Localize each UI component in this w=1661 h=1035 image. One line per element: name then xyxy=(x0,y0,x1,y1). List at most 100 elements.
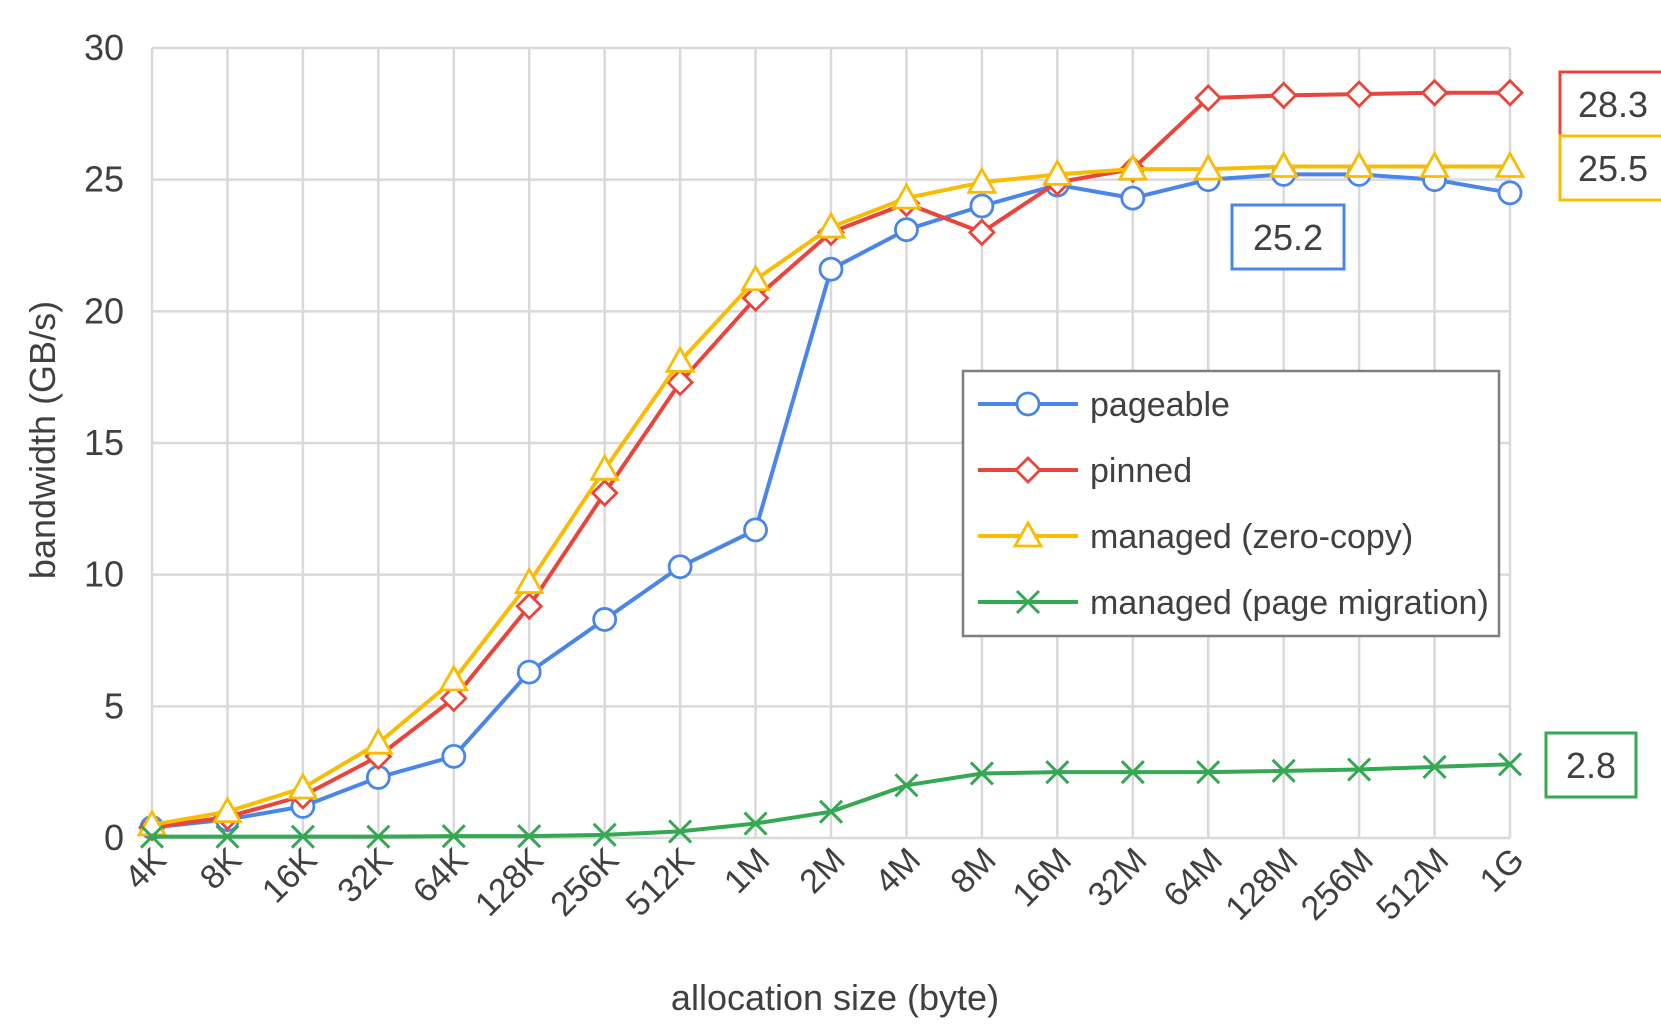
data-point xyxy=(1269,81,1298,110)
series-group xyxy=(136,78,1526,849)
x-tick-label: 8K xyxy=(193,841,250,898)
legend: pageable pinned managed (zero-copy) managed… xyxy=(961,369,1501,638)
data-point xyxy=(516,659,542,685)
callout-value: 28.3 xyxy=(1578,84,1648,125)
data-point xyxy=(592,822,617,847)
data-point xyxy=(290,824,315,849)
data-point xyxy=(215,824,240,849)
data-point xyxy=(287,772,319,800)
data-point xyxy=(1196,760,1221,785)
data-point xyxy=(894,773,919,798)
callout-box xyxy=(1230,203,1346,271)
x-axis-label: allocation size (byte) xyxy=(671,977,999,1018)
callout-value: 25.5 xyxy=(1578,148,1648,189)
data-point xyxy=(1420,78,1449,107)
x-tick-label: 2M xyxy=(792,841,852,901)
legend-label: managed (page migration) xyxy=(1090,584,1489,622)
legend-item: managed (zero-copy) xyxy=(978,518,1413,556)
data-point xyxy=(1194,84,1223,113)
x-tick-label: 1G xyxy=(1473,841,1532,900)
data-point xyxy=(1041,158,1073,186)
data-point xyxy=(894,217,919,243)
data-point xyxy=(1012,520,1044,548)
callout-box xyxy=(1558,70,1661,138)
y-tick-label: 20 xyxy=(84,290,124,331)
x-tick-label: 256K xyxy=(543,841,626,924)
callout-25-5: 25.5 xyxy=(1558,134,1661,202)
x-tick-label: 128K xyxy=(468,841,551,924)
data-point xyxy=(1045,760,1070,785)
data-point xyxy=(667,554,693,580)
callout-28-3: 28.3 xyxy=(1558,70,1661,138)
data-point xyxy=(891,182,922,210)
data-point xyxy=(1497,752,1523,777)
x-tick-label: 4M xyxy=(868,841,928,901)
x-tick-label: 1M xyxy=(717,841,777,901)
y-tick-label: 5 xyxy=(104,685,124,726)
data-point xyxy=(139,824,165,849)
x-tick-label: 128M xyxy=(1218,841,1305,928)
y-tick-label: 10 xyxy=(84,554,124,595)
data-point xyxy=(969,193,995,219)
x-tick-label: 512K xyxy=(619,841,702,924)
legend-item: managed (page migration) xyxy=(978,584,1489,622)
value-callouts: 28.3 25.5 25.2 2.8 xyxy=(1230,70,1661,799)
data-point xyxy=(441,743,467,769)
x-tick-label: 64K xyxy=(406,841,476,911)
data-point xyxy=(1345,80,1374,109)
x-tick-label: 32K xyxy=(330,841,400,911)
data-point xyxy=(741,284,770,313)
data-point xyxy=(967,218,996,247)
data-point xyxy=(438,664,470,692)
callout-box xyxy=(1544,731,1638,799)
data-point xyxy=(1014,456,1042,484)
data-point xyxy=(1192,153,1224,181)
legend-label: pinned xyxy=(1090,452,1192,490)
data-point xyxy=(212,795,243,824)
legend-item: pageable xyxy=(978,386,1230,424)
data-point xyxy=(1496,78,1524,107)
x-tick-label: 32M xyxy=(1081,841,1155,915)
y-tick-labels: 0 5 10 15 20 25 30 xyxy=(84,27,124,858)
data-point xyxy=(668,819,693,844)
data-point xyxy=(664,345,696,373)
data-point xyxy=(740,263,771,292)
x-tick-label: 16K xyxy=(255,841,325,911)
legend-box xyxy=(961,369,1501,638)
data-point xyxy=(1268,150,1300,178)
data-point xyxy=(818,799,844,824)
data-point xyxy=(590,479,619,508)
data-point xyxy=(515,592,544,621)
callout-value: 2.8 xyxy=(1566,745,1616,786)
x-tick-label: 16M xyxy=(1005,841,1079,915)
data-point xyxy=(1422,754,1447,779)
data-point xyxy=(366,824,391,849)
data-point xyxy=(1117,153,1149,181)
data-point xyxy=(1343,150,1375,178)
data-point xyxy=(1271,758,1296,783)
y-tick-label: 15 xyxy=(84,422,124,463)
data-point xyxy=(589,453,621,481)
data-point xyxy=(1497,180,1523,206)
data-point xyxy=(1494,150,1526,178)
callout-25-2: 25.2 xyxy=(1230,203,1346,271)
callout-box xyxy=(1558,134,1661,202)
data-point xyxy=(1120,185,1146,211)
legend-label: pageable xyxy=(1090,386,1230,424)
data-point xyxy=(1419,150,1450,178)
callout-value: 25.2 xyxy=(1253,217,1323,258)
data-point xyxy=(966,166,998,194)
data-point xyxy=(513,566,545,594)
legend-item: pinned xyxy=(978,452,1192,490)
data-point xyxy=(1015,589,1041,615)
x-tick-label: 4K xyxy=(117,841,174,898)
y-tick-label: 25 xyxy=(84,159,124,200)
data-point xyxy=(1347,757,1372,782)
data-point xyxy=(592,607,618,632)
data-point xyxy=(818,256,844,282)
data-point xyxy=(743,517,768,543)
x-tick-label: 512M xyxy=(1369,841,1456,928)
legend-label: managed (zero-copy) xyxy=(1090,518,1413,556)
data-point xyxy=(743,811,768,836)
